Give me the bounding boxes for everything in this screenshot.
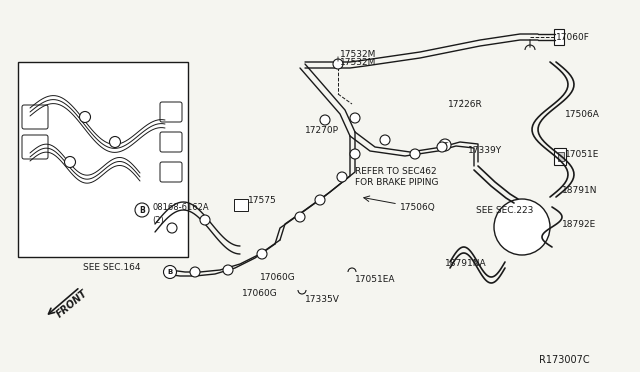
FancyBboxPatch shape [22, 105, 48, 129]
Circle shape [320, 115, 330, 125]
FancyBboxPatch shape [160, 132, 182, 152]
Text: 17060G: 17060G [260, 273, 296, 282]
Circle shape [109, 137, 120, 148]
Text: 17060G: 17060G [242, 289, 278, 298]
Circle shape [200, 215, 210, 225]
Text: 17532M: 17532M [340, 49, 376, 58]
Circle shape [494, 199, 550, 255]
Circle shape [295, 212, 305, 222]
FancyBboxPatch shape [18, 62, 188, 257]
Text: R173007C: R173007C [540, 355, 590, 365]
Text: B: B [168, 269, 173, 275]
Text: 17051E: 17051E [565, 150, 600, 158]
FancyBboxPatch shape [558, 152, 564, 161]
Circle shape [337, 172, 347, 182]
Circle shape [437, 142, 447, 152]
Text: SEE SEC.164: SEE SEC.164 [83, 263, 141, 272]
Circle shape [79, 112, 90, 122]
FancyBboxPatch shape [160, 102, 182, 122]
Circle shape [223, 265, 233, 275]
Circle shape [65, 157, 76, 167]
Circle shape [190, 267, 200, 277]
Text: 17506A: 17506A [565, 109, 600, 119]
Text: 08168-6162A: 08168-6162A [152, 202, 209, 212]
Circle shape [167, 223, 177, 233]
Text: 17060F: 17060F [556, 32, 590, 42]
Text: B: B [139, 205, 145, 215]
Text: 17051EA: 17051EA [355, 276, 396, 285]
Text: 17532M: 17532M [340, 58, 376, 67]
Text: 18791NA: 18791NA [445, 260, 486, 269]
Text: SEE SEC.223: SEE SEC.223 [476, 205, 534, 215]
Circle shape [135, 203, 149, 217]
Text: 18792E: 18792E [562, 219, 596, 228]
Text: 18791N: 18791N [562, 186, 598, 195]
FancyBboxPatch shape [22, 135, 48, 159]
Circle shape [350, 149, 360, 159]
FancyBboxPatch shape [554, 29, 564, 45]
Text: FRONT: FRONT [54, 288, 90, 320]
Circle shape [315, 195, 325, 205]
Text: 17226R: 17226R [448, 99, 483, 109]
Text: 17575: 17575 [248, 196, 276, 205]
FancyBboxPatch shape [554, 148, 566, 165]
Circle shape [410, 149, 420, 159]
Text: 17339Y: 17339Y [468, 145, 502, 154]
FancyBboxPatch shape [234, 199, 248, 211]
Circle shape [350, 113, 360, 123]
Text: REFER TO SEC462
FOR BRAKE PIPING: REFER TO SEC462 FOR BRAKE PIPING [355, 167, 438, 187]
Text: (2): (2) [152, 215, 164, 224]
Circle shape [257, 249, 267, 259]
Circle shape [380, 135, 390, 145]
Circle shape [439, 139, 451, 151]
Circle shape [163, 266, 177, 279]
Text: 17335V: 17335V [305, 295, 340, 305]
Text: 17270P: 17270P [305, 125, 339, 135]
Text: 17506Q: 17506Q [400, 202, 436, 212]
Text: T: T [443, 142, 447, 148]
FancyBboxPatch shape [160, 162, 182, 182]
Circle shape [333, 59, 343, 69]
